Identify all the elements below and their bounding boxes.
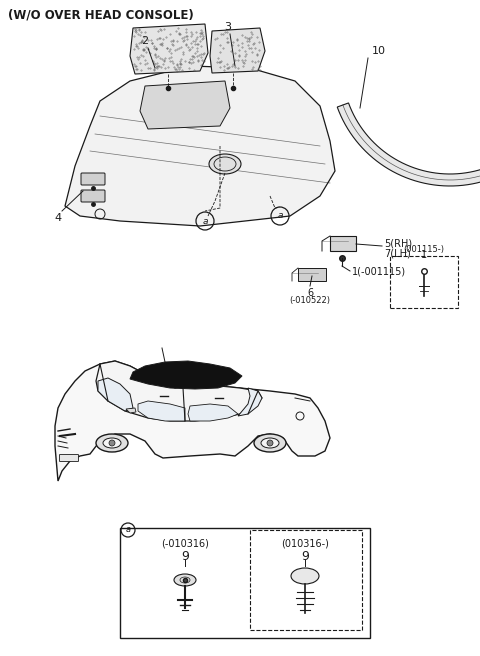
Text: 1(-001115): 1(-001115) <box>352 266 406 276</box>
Ellipse shape <box>174 574 196 586</box>
Text: a: a <box>277 211 283 220</box>
Text: (-010522): (-010522) <box>289 296 331 305</box>
Text: (W/O OVER HEAD CONSOLE): (W/O OVER HEAD CONSOLE) <box>8 8 194 21</box>
Polygon shape <box>210 28 265 73</box>
Polygon shape <box>130 24 208 74</box>
Text: 1: 1 <box>421 250 427 260</box>
Text: (-010316): (-010316) <box>161 538 209 548</box>
Text: 5(RH): 5(RH) <box>384 238 412 248</box>
Ellipse shape <box>209 154 241 174</box>
Polygon shape <box>55 361 330 481</box>
Text: 4: 4 <box>54 213 61 223</box>
Ellipse shape <box>261 438 279 448</box>
Text: 2: 2 <box>142 36 149 46</box>
Polygon shape <box>65 66 335 226</box>
Text: 9: 9 <box>181 550 189 563</box>
Polygon shape <box>337 103 480 186</box>
Text: 9: 9 <box>301 550 309 563</box>
Ellipse shape <box>96 434 128 452</box>
FancyBboxPatch shape <box>81 173 105 185</box>
Text: 3: 3 <box>225 22 231 32</box>
Ellipse shape <box>103 438 121 448</box>
FancyBboxPatch shape <box>330 236 356 251</box>
Bar <box>120 528 370 638</box>
Text: a: a <box>125 525 131 535</box>
Ellipse shape <box>254 434 286 452</box>
FancyBboxPatch shape <box>81 190 105 202</box>
Text: (010316-): (010316-) <box>281 538 329 548</box>
Text: 6: 6 <box>307 288 313 298</box>
Polygon shape <box>138 401 185 421</box>
Polygon shape <box>126 408 136 413</box>
Text: (001115-): (001115-) <box>404 245 444 254</box>
Polygon shape <box>130 361 242 389</box>
FancyBboxPatch shape <box>298 268 326 281</box>
Polygon shape <box>140 81 230 129</box>
Text: a: a <box>202 216 208 226</box>
Polygon shape <box>188 404 238 421</box>
Text: 10: 10 <box>372 46 386 56</box>
FancyBboxPatch shape <box>390 256 458 308</box>
FancyBboxPatch shape <box>60 455 79 462</box>
Text: 7(LH): 7(LH) <box>384 248 411 258</box>
Circle shape <box>109 440 115 446</box>
Ellipse shape <box>291 568 319 584</box>
Circle shape <box>267 440 273 446</box>
Polygon shape <box>98 378 133 411</box>
Bar <box>250 530 362 630</box>
Polygon shape <box>96 361 262 421</box>
Polygon shape <box>238 388 262 416</box>
